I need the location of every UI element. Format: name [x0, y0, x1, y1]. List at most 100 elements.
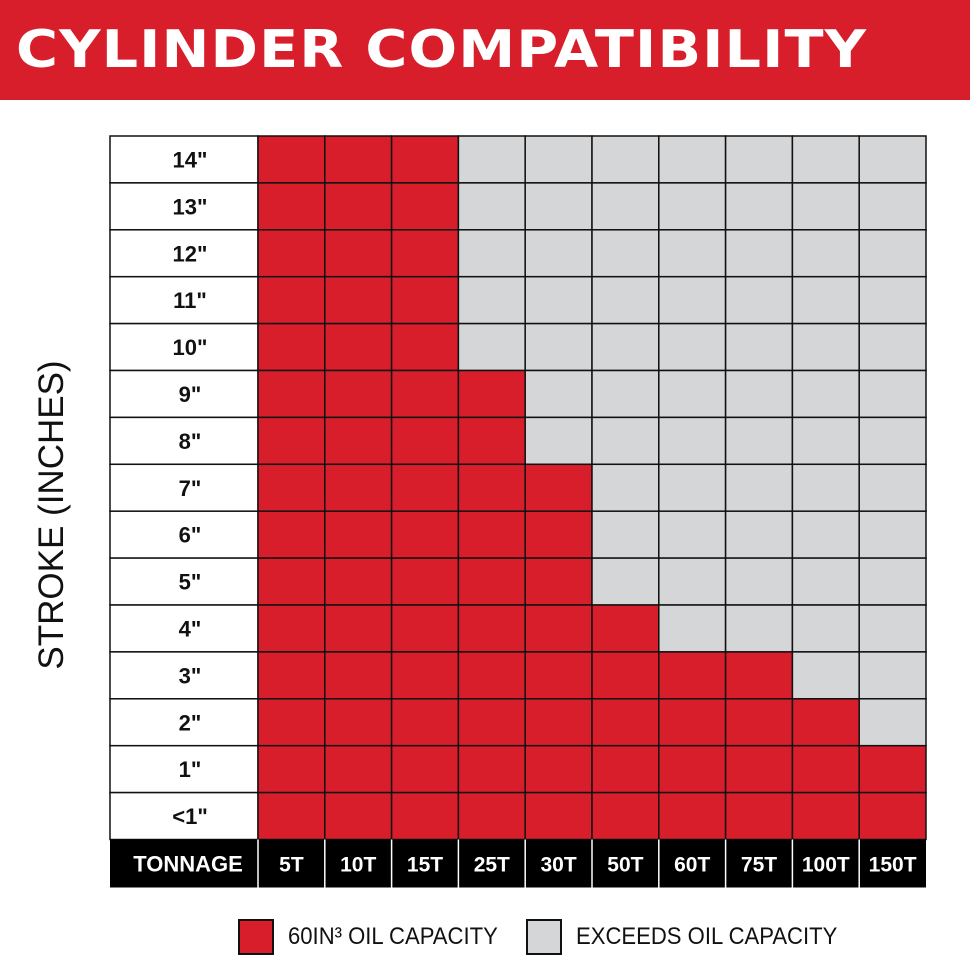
cell-exceeds — [457, 275, 526, 325]
cell-compatible — [791, 744, 860, 794]
cell-exceeds — [858, 322, 927, 372]
row-label: 5" — [179, 570, 202, 595]
cell-compatible — [858, 744, 927, 794]
cell-exceeds — [524, 369, 593, 419]
cell-compatible — [324, 651, 393, 700]
cell-compatible — [257, 510, 326, 559]
cell-compatible — [390, 510, 460, 559]
tonnage-label: 100T — [802, 854, 850, 877]
cell-exceeds — [591, 510, 660, 559]
cell-compatible — [324, 463, 393, 512]
cell-exceeds — [524, 275, 593, 325]
cell-exceeds — [591, 369, 660, 419]
cell-compatible — [390, 604, 460, 653]
cell-exceeds — [858, 698, 927, 747]
cell-compatible — [257, 604, 326, 653]
cell-compatible — [257, 275, 326, 325]
cell-exceeds — [858, 229, 927, 278]
cell-exceeds — [791, 275, 860, 325]
row-label: 12" — [173, 241, 208, 266]
cell-compatible — [324, 510, 393, 559]
cell-compatible — [658, 744, 727, 794]
cell-compatible — [791, 791, 860, 841]
row-label: 6" — [179, 523, 202, 548]
cell-compatible — [324, 369, 393, 419]
cell-exceeds — [791, 463, 860, 512]
row-label-cell — [109, 463, 259, 512]
tonnage-bar — [110, 839, 926, 888]
cell-exceeds — [591, 275, 660, 325]
cell-compatible — [524, 651, 593, 700]
cell-compatible — [324, 791, 393, 841]
cell-compatible — [257, 369, 326, 419]
cell-compatible — [524, 463, 593, 512]
cell-compatible — [524, 744, 593, 794]
cell-compatible — [257, 229, 326, 278]
tonnage-label: 10T — [340, 854, 376, 877]
cell-compatible — [791, 698, 860, 747]
cell-exceeds — [658, 369, 727, 419]
legend-item-exceeds: EXCEEDS OIL CAPACITY — [526, 917, 860, 957]
legend-label-exceeds: EXCEEDS OIL CAPACITY — [576, 923, 838, 950]
cell-exceeds — [591, 322, 660, 372]
cell-exceeds — [658, 229, 727, 278]
cell-compatible — [257, 182, 326, 231]
cell-compatible — [457, 744, 526, 794]
cell-exceeds — [658, 604, 727, 653]
cell-compatible — [524, 698, 593, 747]
cell-compatible — [457, 698, 526, 747]
cell-compatible — [257, 744, 326, 794]
cell-exceeds — [858, 510, 927, 559]
tonnage-label: 30T — [541, 854, 577, 877]
row-label: 10" — [173, 335, 208, 360]
cell-compatible — [390, 416, 460, 466]
cell-compatible — [324, 135, 393, 184]
cell-exceeds — [524, 135, 593, 184]
cell-compatible — [390, 744, 460, 794]
row-label: 11" — [173, 288, 207, 313]
cell-compatible — [390, 698, 460, 747]
row-label: 14" — [173, 147, 208, 172]
cell-compatible — [390, 229, 460, 278]
cell-exceeds — [524, 416, 593, 466]
cell-compatible — [724, 744, 794, 794]
cell-compatible — [591, 791, 660, 841]
cell-exceeds — [791, 135, 860, 184]
row-label: <1" — [172, 804, 208, 829]
cell-exceeds — [591, 135, 660, 184]
row-label-cell — [109, 369, 259, 419]
cell-exceeds — [724, 557, 794, 606]
cell-exceeds — [724, 369, 794, 419]
cell-compatible — [390, 135, 460, 184]
cell-compatible — [390, 182, 460, 231]
cell-compatible — [324, 322, 393, 372]
row-label-cell — [109, 416, 259, 466]
cell-compatible — [658, 651, 727, 700]
cell-compatible — [257, 698, 326, 747]
cell-compatible — [324, 275, 393, 325]
cell-exceeds — [724, 322, 794, 372]
cell-exceeds — [457, 182, 526, 231]
row-label-cell — [109, 604, 259, 653]
row-label: 13" — [173, 194, 208, 219]
row-label: 2" — [179, 710, 202, 735]
cell-compatible — [324, 416, 393, 466]
cell-compatible — [257, 791, 326, 841]
cell-compatible — [324, 182, 393, 231]
legend-label-ok: 60IN³ OIL CAPACITY — [288, 923, 498, 950]
cell-compatible — [658, 698, 727, 747]
cell-exceeds — [457, 135, 526, 184]
cell-compatible — [457, 416, 526, 466]
cell-compatible — [257, 416, 326, 466]
row-label-cell — [109, 275, 259, 325]
legend-swatch-exceeds — [526, 919, 562, 955]
cell-exceeds — [591, 182, 660, 231]
cell-compatible — [257, 557, 326, 606]
cell-compatible — [858, 791, 927, 841]
cell-compatible — [324, 698, 393, 747]
cell-compatible — [390, 322, 460, 372]
cell-compatible — [324, 744, 393, 794]
cell-compatible — [724, 791, 794, 841]
cell-exceeds — [724, 229, 794, 278]
cell-exceeds — [791, 510, 860, 559]
